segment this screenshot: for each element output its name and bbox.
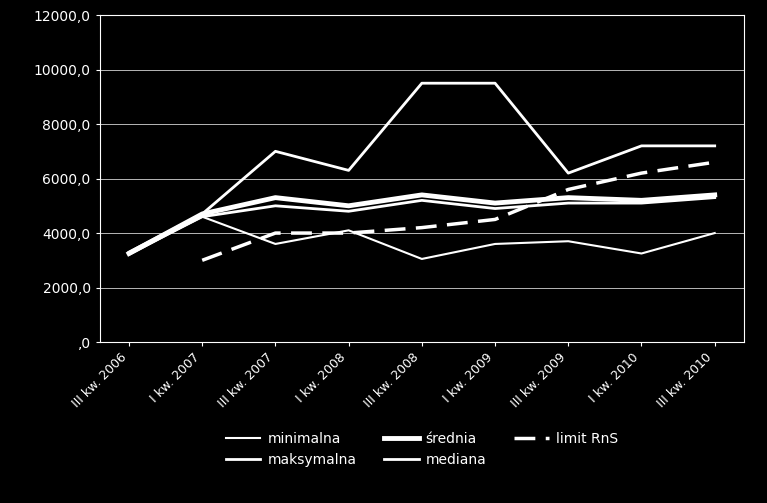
Legend: minimalna, maksymalna, średnia, mediana, limit RnS: minimalna, maksymalna, średnia, mediana,… xyxy=(220,427,624,472)
